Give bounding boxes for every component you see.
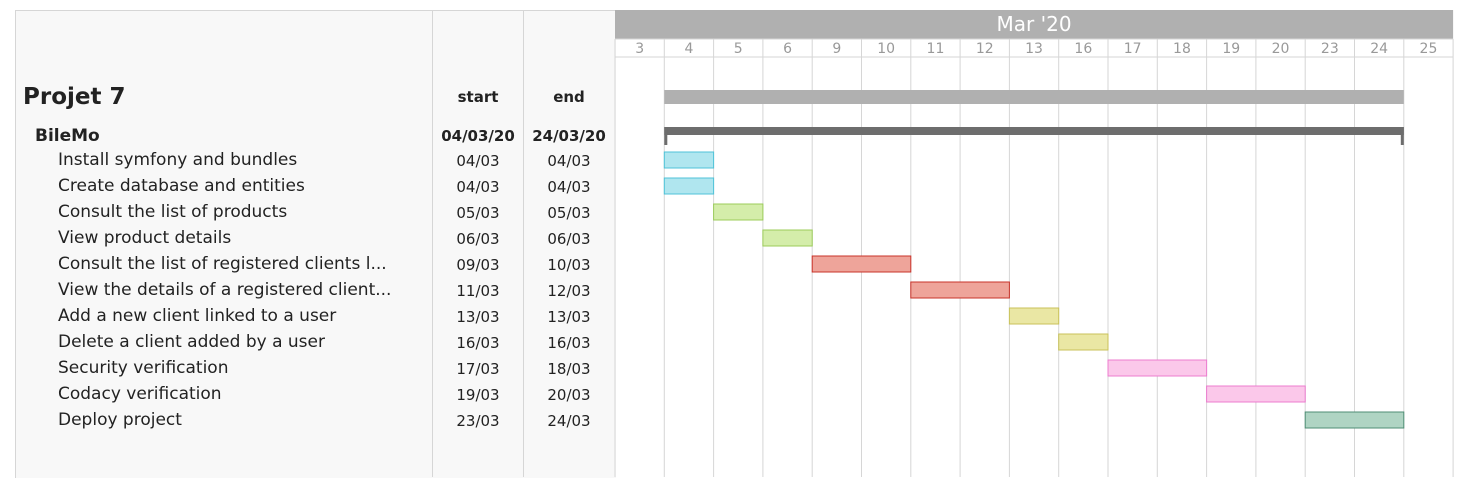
task-bar bbox=[1107, 359, 1208, 377]
day-tick-label: 11 bbox=[927, 41, 945, 57]
month-label: Mar '20 bbox=[997, 12, 1072, 36]
day-tick-label: 12 bbox=[976, 41, 994, 57]
start-column-header: start bbox=[457, 88, 499, 106]
group-bar-cap bbox=[1400, 127, 1404, 145]
task-bar bbox=[1058, 333, 1109, 351]
task-end-date: 10/03 bbox=[547, 256, 591, 274]
day-tick-label: 6 bbox=[783, 41, 792, 57]
day-tick-label: 19 bbox=[1222, 41, 1240, 57]
task-end-date: 16/03 bbox=[547, 334, 591, 352]
task-bar bbox=[713, 203, 764, 221]
task-end-date: 05/03 bbox=[547, 204, 591, 222]
month-header-background bbox=[615, 10, 1454, 39]
day-tick-label: 5 bbox=[734, 41, 743, 57]
column-divider bbox=[432, 10, 433, 477]
task-bar bbox=[811, 255, 912, 273]
task-start-date: 19/03 bbox=[456, 386, 500, 404]
day-tick-label: 10 bbox=[877, 41, 895, 57]
day-tick-label: 9 bbox=[832, 41, 841, 57]
task-end-date: 04/03 bbox=[547, 178, 591, 196]
task-bar bbox=[1304, 411, 1405, 429]
task-start-date: 17/03 bbox=[456, 360, 500, 378]
day-tick-label: 3 bbox=[635, 41, 644, 57]
task-start-date: 11/03 bbox=[456, 282, 500, 300]
task-end-date: 24/03 bbox=[547, 412, 591, 430]
group-start-date: 04/03/20 bbox=[441, 127, 515, 145]
task-bar bbox=[910, 281, 1010, 299]
day-tick-label: 25 bbox=[1420, 41, 1438, 57]
task-bar bbox=[1008, 307, 1060, 325]
task-bar bbox=[663, 177, 715, 195]
task-start-date: 13/03 bbox=[456, 308, 500, 326]
task-start-date: 05/03 bbox=[456, 204, 500, 222]
task-bar bbox=[663, 151, 715, 169]
day-tick-label: 18 bbox=[1173, 41, 1191, 57]
day-tick-label: 16 bbox=[1074, 41, 1092, 57]
task-end-date: 04/03 bbox=[547, 152, 591, 170]
end-column-header: end bbox=[553, 88, 585, 106]
task-end-date: 18/03 bbox=[547, 360, 591, 378]
task-bar bbox=[1206, 385, 1306, 403]
day-tick-label: 17 bbox=[1124, 41, 1142, 57]
task-start-date: 09/03 bbox=[456, 256, 500, 274]
task-start-date: 04/03 bbox=[456, 178, 500, 196]
task-end-date: 12/03 bbox=[547, 282, 591, 300]
day-tick-label: 24 bbox=[1370, 41, 1388, 57]
column-divider bbox=[523, 10, 524, 477]
task-start-date: 16/03 bbox=[456, 334, 500, 352]
project-title: Projet 7 bbox=[23, 84, 126, 110]
project-summary-bar bbox=[664, 90, 1404, 104]
day-tick-label: 13 bbox=[1025, 41, 1043, 57]
task-end-date: 20/03 bbox=[547, 386, 591, 404]
group-end-date: 24/03/20 bbox=[532, 127, 606, 145]
group-summary-bar bbox=[664, 127, 1404, 135]
day-tick-label: 23 bbox=[1321, 41, 1339, 57]
group-name: BileMo bbox=[35, 126, 100, 146]
task-end-date: 13/03 bbox=[547, 308, 591, 326]
task-table-panel bbox=[15, 10, 616, 478]
day-tick-label: 20 bbox=[1272, 41, 1290, 57]
task-start-date: 23/03 bbox=[456, 412, 500, 430]
task-bar bbox=[762, 229, 813, 247]
task-end-date: 06/03 bbox=[547, 230, 591, 248]
day-tick-label: 4 bbox=[684, 41, 693, 57]
task-start-date: 06/03 bbox=[456, 230, 500, 248]
task-start-date: 04/03 bbox=[456, 152, 500, 170]
group-bar-cap bbox=[664, 127, 668, 145]
